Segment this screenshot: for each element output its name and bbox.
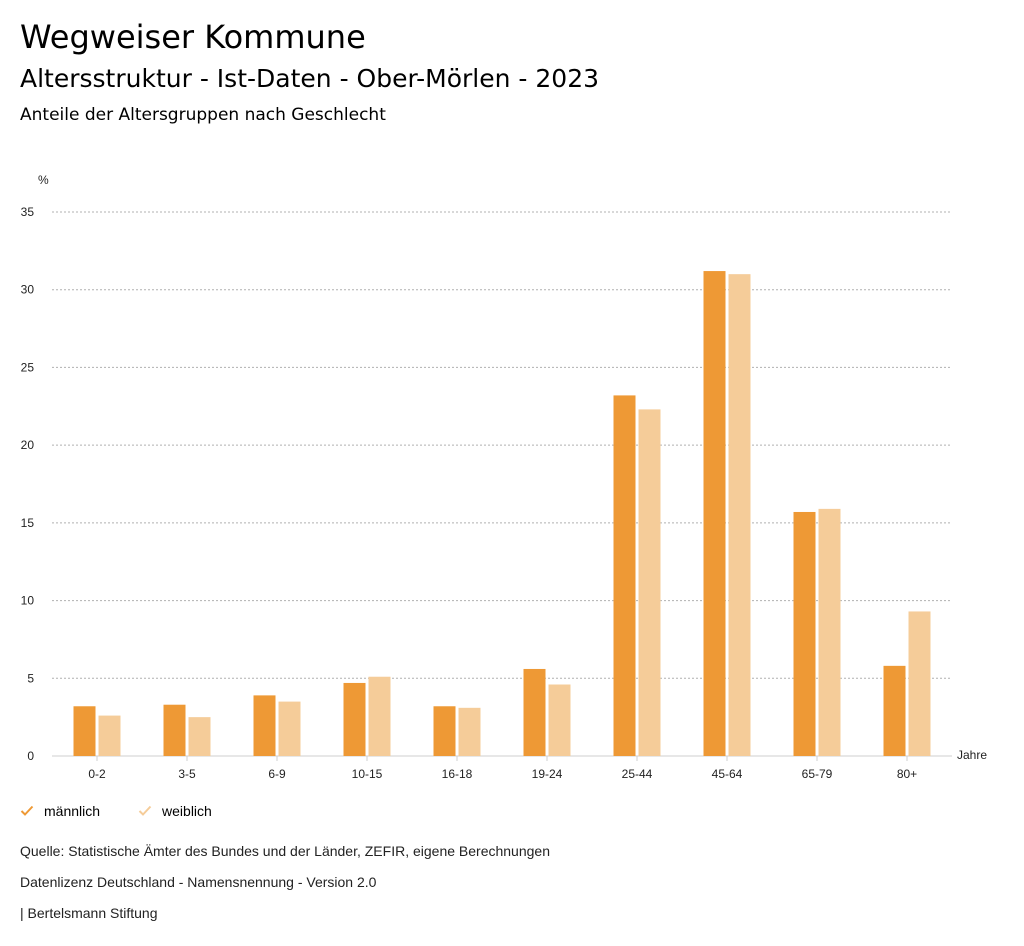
publisher-note: | Bertelsmann Stiftung — [20, 905, 157, 921]
x-tick-label: 45-64 — [712, 767, 743, 780]
y-tick-label: 30 — [21, 283, 35, 297]
y-tick-label: 0 — [27, 749, 34, 763]
x-tick-label: 6-9 — [268, 767, 286, 780]
x-tick-label: 16-18 — [442, 767, 473, 780]
bar-female-3-5 — [189, 717, 211, 756]
y-tick-label: 15 — [21, 516, 35, 530]
bar-chart: % 0 5 10 15 20 25 30 35 Jahre 0-2 3-5 6-9 10-15 16-18 1… — [0, 160, 1024, 780]
bar-male-25-44 — [614, 395, 636, 756]
page-title: Wegweiser Kommune — [20, 18, 366, 56]
bar-female-19-24 — [549, 685, 571, 756]
source-note: Quelle: Statistische Ämter des Bundes un… — [20, 843, 550, 859]
y-tick-label: 25 — [21, 360, 35, 374]
check-icon — [20, 805, 34, 817]
legend-label-female: weiblich — [162, 803, 212, 819]
bar-male-6-9 — [254, 695, 276, 756]
y-tick-label: 10 — [21, 594, 35, 608]
bar-female-25-44 — [639, 409, 661, 756]
chart-heading: Anteile der Altersgruppen nach Geschlech… — [20, 105, 386, 125]
bar-female-10-15 — [369, 677, 391, 756]
bar-male-19-24 — [524, 669, 546, 756]
bar-male-45-64 — [704, 271, 726, 756]
bar-male-3-5 — [164, 705, 186, 756]
x-tick-label: 25-44 — [622, 767, 653, 780]
bar-female-80+ — [909, 611, 931, 756]
bar-male-0-2 — [74, 706, 96, 756]
x-tick-label: 10-15 — [352, 767, 383, 780]
bar-female-0-2 — [99, 716, 121, 756]
y-tick-label: 5 — [27, 671, 34, 685]
legend-item-female[interactable]: weiblich — [138, 803, 212, 819]
y-tick-label: 20 — [21, 438, 35, 452]
bar-male-80+ — [884, 666, 906, 756]
license-note: Datenlizenz Deutschland - Namensnennung … — [20, 874, 376, 890]
bar-female-45-64 — [729, 274, 751, 756]
legend-item-male[interactable]: männlich — [20, 803, 100, 819]
y-tick-label: 35 — [21, 205, 35, 219]
x-tick-label: 0-2 — [88, 767, 106, 780]
chart-subtitle: Altersstruktur - Ist-Daten - Ober-Mörlen… — [20, 64, 599, 93]
legend-label-male: männlich — [44, 803, 100, 819]
y-axis-unit-label: % — [38, 173, 49, 187]
bar-male-65-79 — [794, 512, 816, 756]
bar-male-10-15 — [344, 683, 366, 756]
x-tick-label: 65-79 — [802, 767, 833, 780]
bar-female-16-18 — [459, 708, 481, 756]
bar-female-6-9 — [279, 702, 301, 756]
check-icon — [138, 805, 152, 817]
bar-female-65-79 — [819, 509, 841, 756]
x-tick-label: 3-5 — [178, 767, 196, 780]
x-axis-unit-label: Jahre — [957, 748, 987, 762]
bar-male-16-18 — [434, 706, 456, 756]
x-tick-label: 19-24 — [532, 767, 563, 780]
chart-legend: männlich weiblich — [20, 803, 250, 819]
x-tick-label: 80+ — [897, 767, 917, 780]
